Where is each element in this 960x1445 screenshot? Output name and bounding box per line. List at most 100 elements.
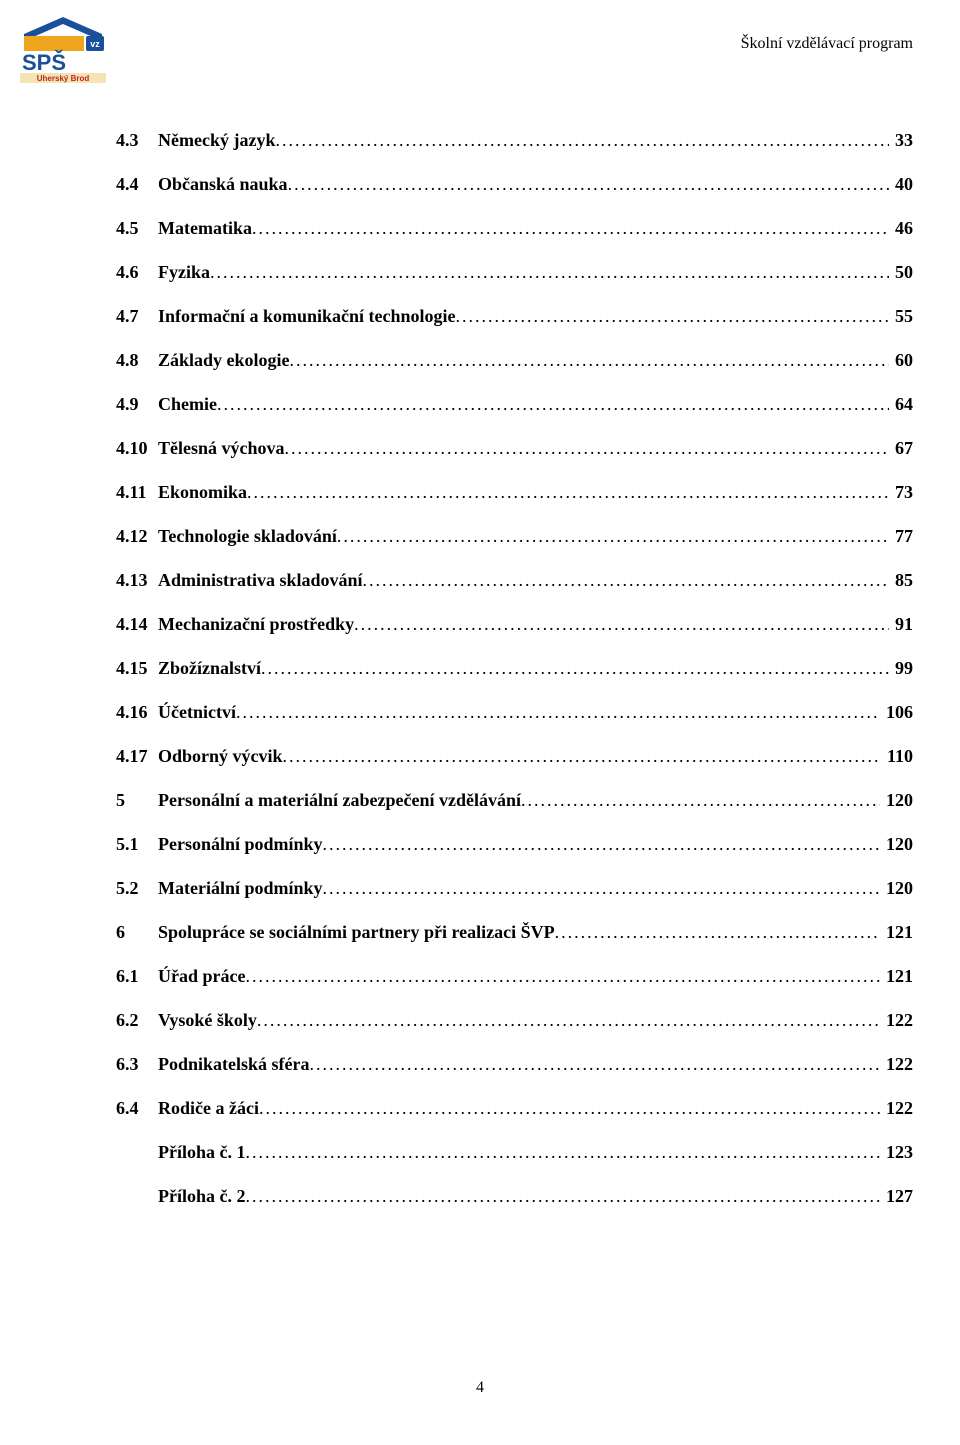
- toc-row: 4.17Odborný výcvik110: [116, 746, 913, 767]
- toc-leader: [236, 702, 880, 723]
- toc-row: 4.16Účetnictví 106: [116, 702, 913, 723]
- toc-label: Zbožíznalství: [158, 658, 261, 679]
- header-right-text: Školní vzdělávací program: [741, 35, 913, 53]
- toc-row: Příloha č. 1 123: [116, 1142, 913, 1163]
- toc-row: 4.6Fyzika 50: [116, 262, 913, 283]
- toc-page-number: 121: [880, 966, 913, 987]
- toc-leader: [217, 394, 889, 415]
- toc-number: 4.8: [116, 350, 158, 371]
- toc-label: Tělesná výchova: [158, 438, 285, 459]
- toc-label: Chemie: [158, 394, 217, 415]
- toc-number: 4.11: [116, 482, 158, 503]
- toc-page-number: 127: [880, 1186, 913, 1207]
- toc-row: 4.12Technologie skladování 77: [116, 526, 913, 547]
- toc-row: 4.14Mechanizační prostředky 91: [116, 614, 913, 635]
- toc-leader: [310, 1054, 880, 1075]
- toc-page-number: 122: [880, 1010, 913, 1031]
- toc-label: Občanská nauka: [158, 174, 288, 195]
- toc-leader: [245, 966, 880, 987]
- toc-leader: [290, 350, 889, 371]
- toc-number: 5: [116, 790, 158, 811]
- toc-row: 4.8Základy ekologie 60: [116, 350, 913, 371]
- logo-subtitle: Uherský Brod: [37, 74, 90, 83]
- toc-page-number: 110: [881, 746, 913, 767]
- toc-label: Rodiče a žáci: [158, 1098, 259, 1119]
- toc-label: Ekonomika: [158, 482, 247, 503]
- toc-page-number: 77: [889, 526, 913, 547]
- toc-page-number: 55: [889, 306, 913, 327]
- toc-number: 4.16: [116, 702, 158, 723]
- toc-row: 5.1Personální podmínky120: [116, 834, 913, 855]
- toc-label: Příloha č. 1: [158, 1142, 246, 1163]
- toc-label: Spolupráce se sociálními partnery při re…: [158, 922, 555, 943]
- toc-page-number: 122: [880, 1054, 913, 1075]
- toc-number: 5.1: [116, 834, 158, 855]
- toc-leader: [246, 1142, 881, 1163]
- toc-page-number: 120: [880, 790, 913, 811]
- toc-label: Materiální podmínky: [158, 878, 323, 899]
- logo-line1: SPŠ: [22, 50, 66, 75]
- toc-leader: [283, 746, 881, 767]
- toc-page-number: 33: [889, 130, 913, 151]
- page: vz SPŠ Uherský Brod Školní vzdělávací pr…: [0, 0, 960, 1445]
- toc-page-number: 106: [880, 702, 913, 723]
- toc-number: 4.7: [116, 306, 158, 327]
- toc-label: Administrativa skladování: [158, 570, 363, 591]
- toc-leader: [252, 218, 889, 239]
- toc-page-number: 64: [889, 394, 913, 415]
- toc-number: 4.13: [116, 570, 158, 591]
- toc-page-number: 46: [889, 218, 913, 239]
- toc-page-number: 120: [880, 878, 913, 899]
- toc-label: Úřad práce: [158, 966, 245, 987]
- toc-page-number: 60: [889, 350, 913, 371]
- toc-page-number: 40: [889, 174, 913, 195]
- toc-row: 4.11Ekonomika 73: [116, 482, 913, 503]
- logo-vz-text: vz: [90, 39, 100, 49]
- toc-label: Mechanizační prostředky: [158, 614, 354, 635]
- toc-page-number: 67: [889, 438, 913, 459]
- toc-leader: [257, 1010, 880, 1031]
- toc-page-number: 91: [889, 614, 913, 635]
- toc-label: Fyzika: [158, 262, 210, 283]
- toc-label: Podnikatelská sféra: [158, 1054, 310, 1075]
- toc-number: 5.2: [116, 878, 158, 899]
- toc-number: 6.1: [116, 966, 158, 987]
- toc-leader: [363, 570, 889, 591]
- toc-page-number: 50: [889, 262, 913, 283]
- toc-leader: [456, 306, 889, 327]
- toc-leader: [288, 174, 889, 195]
- toc-row: 4.13Administrativa skladování85: [116, 570, 913, 591]
- toc-number: 4.12: [116, 526, 158, 547]
- toc-number: 4.17: [116, 746, 158, 767]
- toc-row: 4.15Zbožíznalství 99: [116, 658, 913, 679]
- toc-leader: [247, 482, 889, 503]
- toc-row: 6.4Rodiče a žáci122: [116, 1098, 913, 1119]
- toc-label: Vysoké školy: [158, 1010, 257, 1031]
- toc-leader: [259, 1098, 880, 1119]
- toc-leader: [285, 438, 889, 459]
- toc-number: 4.3: [116, 130, 158, 151]
- toc-label: Informační a komunikační technologie: [158, 306, 456, 327]
- toc-page-number: 120: [880, 834, 913, 855]
- toc-leader: [323, 834, 880, 855]
- toc-label: Matematika: [158, 218, 252, 239]
- school-logo-icon: vz SPŠ Uherský Brod: [18, 14, 108, 84]
- toc-number: 4.15: [116, 658, 158, 679]
- toc-number: 4.14: [116, 614, 158, 635]
- toc-number: 4.6: [116, 262, 158, 283]
- toc-number: 6: [116, 922, 158, 943]
- toc-page-number: 73: [889, 482, 913, 503]
- toc-number: 4.10: [116, 438, 158, 459]
- toc-number: 6.4: [116, 1098, 158, 1119]
- toc-label: Personální a materiální zabezpečení vzdě…: [158, 790, 521, 811]
- toc-row: 4.4Občanská nauka40: [116, 174, 913, 195]
- toc-page-number: 99: [889, 658, 913, 679]
- toc-label: Příloha č. 2: [158, 1186, 246, 1207]
- toc-label: Základy ekologie: [158, 350, 290, 371]
- toc-page-number: 123: [880, 1142, 913, 1163]
- toc-content: 4.3Německý jazyk334.4Občanská nauka404.5…: [116, 130, 913, 1230]
- toc-leader: [521, 790, 880, 811]
- toc-label: Technologie skladování: [158, 526, 337, 547]
- toc-label: Účetnictví: [158, 702, 236, 723]
- toc-leader: [275, 130, 889, 151]
